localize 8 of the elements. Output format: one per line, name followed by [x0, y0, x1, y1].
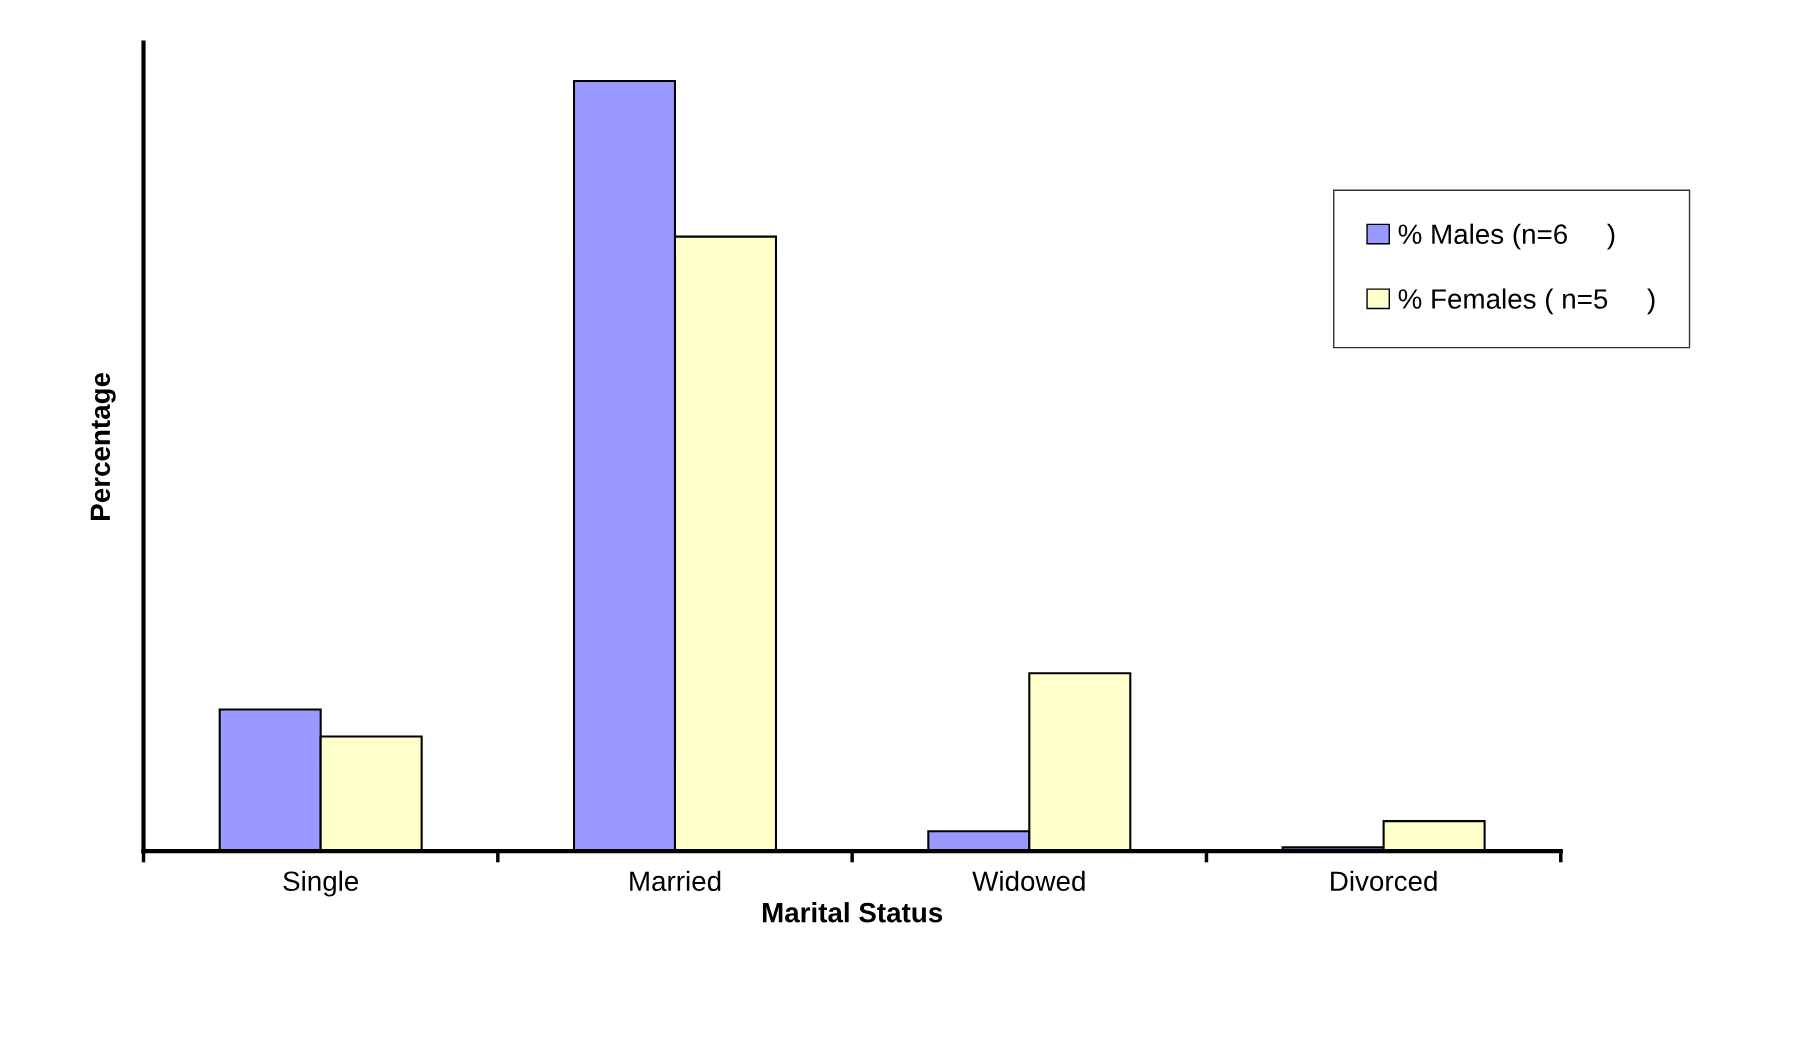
x-tick-label: Married [630, 870, 721, 892]
x-tick-label: Single [283, 870, 359, 897]
y-axis-title: Percentage [90, 372, 116, 520]
legend-label: % Males (n=6 ) [1398, 223, 1615, 250]
x-axis-title: Marital Status [762, 902, 943, 923]
x-tick-label: Widowed [972, 870, 1085, 892]
x-tick-label: Divorced [1331, 870, 1437, 892]
legend-label: % Females ( n=5 ) [1398, 288, 1655, 315]
